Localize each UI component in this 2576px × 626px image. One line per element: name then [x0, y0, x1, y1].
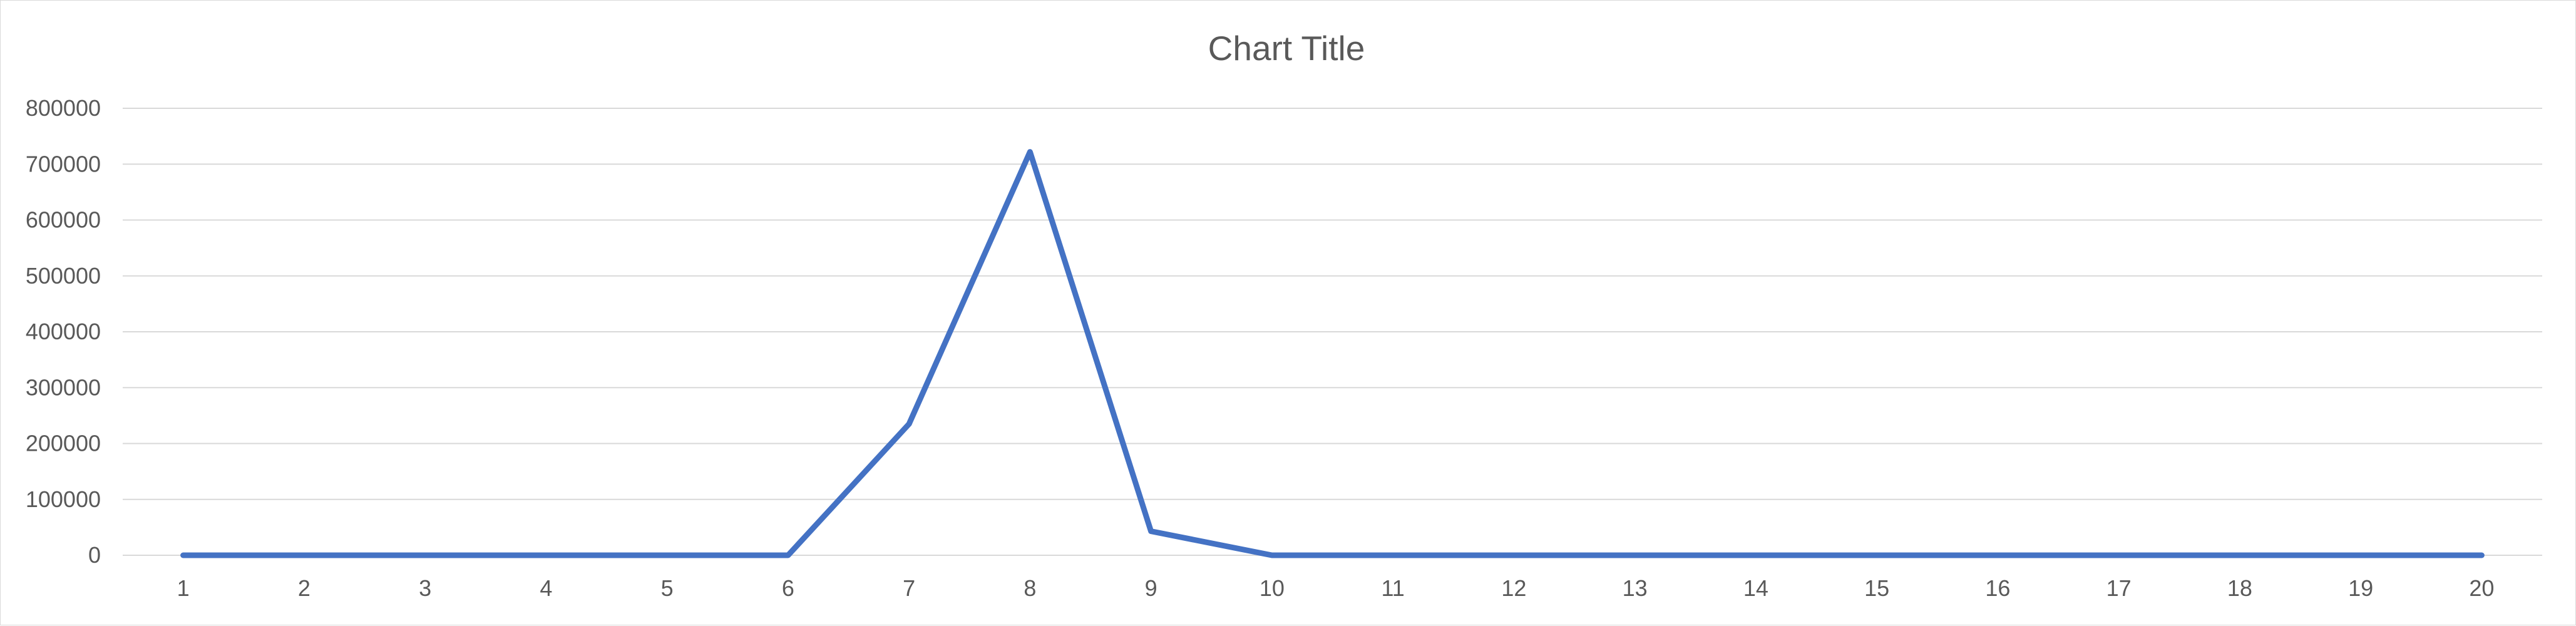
y-tick-label: 200000 [26, 431, 101, 456]
x-tick-label: 5 [661, 575, 674, 601]
y-tick-label: 500000 [26, 263, 101, 289]
y-axis-tick-labels: 0 100000 200000 300000 400000 500000 600000 700… [26, 95, 101, 568]
x-tick-label: 15 [1864, 575, 1889, 601]
x-tick-label: 12 [1501, 575, 1526, 601]
y-tick-label: 800000 [26, 95, 101, 121]
x-tick-label: 11 [1381, 575, 1404, 601]
y-tick-label: 400000 [26, 319, 101, 344]
x-tick-label: 9 [1145, 575, 1157, 601]
y-tick-label: 0 [88, 542, 101, 568]
x-tick-label: 17 [2106, 575, 2132, 601]
chart-title: Chart Title [1208, 29, 1365, 68]
x-tick-label: 18 [2227, 575, 2252, 601]
y-tick-label: 700000 [26, 151, 101, 177]
x-tick-label: 1 [177, 575, 190, 601]
y-tick-label: 600000 [26, 207, 101, 233]
y-tick-label: 300000 [26, 374, 101, 400]
x-tick-label: 6 [782, 575, 794, 601]
x-tick-label: 3 [419, 575, 431, 601]
x-tick-label: 13 [1623, 575, 1648, 601]
x-axis-tick-labels: 1 2 3 4 5 6 7 8 9 10 11 12 13 14 15 16 17 18 19 20 [177, 575, 2495, 601]
x-tick-label: 10 [1260, 575, 1285, 601]
y-tick-label: 100000 [26, 486, 101, 512]
x-tick-label: 2 [298, 575, 310, 601]
series-layer [180, 149, 2485, 558]
series-line [180, 149, 2485, 558]
x-tick-label: 4 [540, 575, 552, 601]
x-tick-label: 20 [2469, 575, 2494, 601]
x-tick-label: 7 [903, 575, 915, 601]
x-tick-label: 8 [1024, 575, 1036, 601]
gridlines [123, 108, 2542, 556]
x-tick-label: 19 [2348, 575, 2373, 601]
x-tick-label: 14 [1743, 575, 1768, 601]
x-tick-label: 16 [1985, 575, 2010, 601]
